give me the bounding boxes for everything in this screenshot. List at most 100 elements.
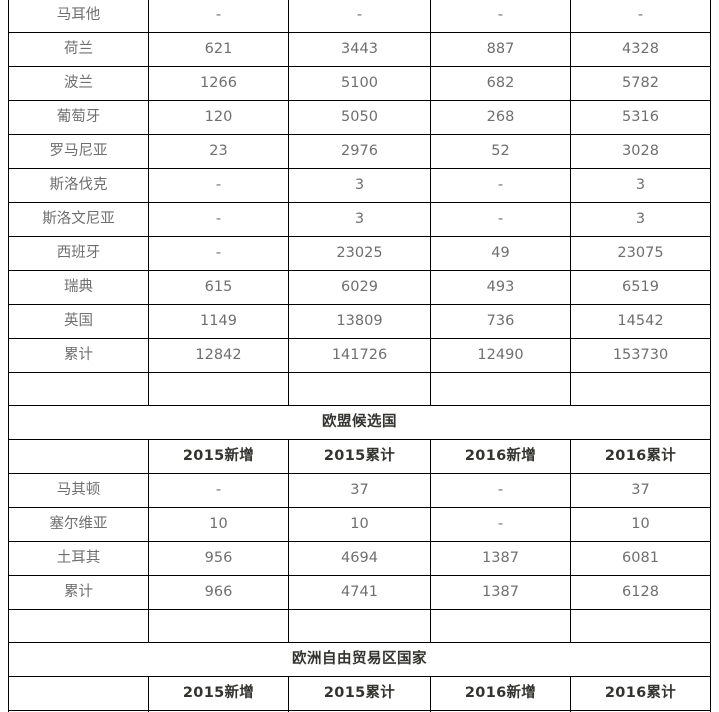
statistics-table: 马耳他 - - - - 荷兰 621 3443 887 4328 波兰 1266 5100 682 5782… [8, 0, 711, 712]
section-title-eu-candidate-countries: 欧盟候选国 [8, 405, 711, 440]
row-label-eu-member-states-tail: 斯洛文尼亚 [8, 202, 149, 237]
cell-value: 23025 [288, 236, 431, 271]
cell-value: 37 [570, 473, 711, 508]
cell-value: 956 [148, 541, 289, 576]
column-header: 2015累计 [288, 676, 431, 711]
cell-value: 3 [288, 202, 431, 237]
cell-value: 5316 [570, 100, 711, 135]
empty-cell [570, 609, 711, 643]
table-row: 斯洛文尼亚 -3-3 [8, 202, 711, 237]
cell-value: 6081 [570, 541, 711, 576]
table-row: 荷兰 621 3443 887 4328 [8, 32, 711, 67]
cell-value: 141726 [288, 338, 431, 373]
table-row: 累计 12842 141726 12490 153730 [8, 338, 711, 373]
header-corner [8, 439, 149, 474]
table-row: 葡萄牙 120 5050 268 5316 [8, 100, 711, 135]
cell-value: 615 [148, 270, 289, 305]
cell-value: 621 [148, 32, 289, 67]
cell-value: 4741 [288, 575, 431, 610]
cell-value: 1387 [430, 541, 571, 576]
cell-value: 682 [430, 66, 571, 101]
cell-value: 52 [430, 134, 571, 169]
cell-value: 13809 [288, 304, 431, 339]
row-label-eu-member-states-tail: 罗马尼亚 [8, 134, 149, 169]
empty-cell [148, 372, 289, 406]
cell-value: - [430, 507, 571, 542]
cell-value: 2976 [288, 134, 431, 169]
row-label-eu-member-states-tail: 马耳他 [8, 0, 149, 33]
cell-value: 4328 [570, 32, 711, 67]
cell-value: 12842 [148, 338, 289, 373]
cell-value: 23 [148, 134, 289, 169]
section-title-row: 欧洲自由贸易区国家 [8, 642, 711, 677]
table-row: 斯洛伐克 -3-3 [8, 168, 711, 203]
cell-value: 23075 [570, 236, 711, 271]
column-header-row: 2015新增 2015累计 2016新增 2016累计 [8, 676, 711, 711]
spacer-row [8, 609, 711, 643]
cell-value: - [430, 0, 571, 33]
cell-value: 3 [288, 168, 431, 203]
cell-value: 3 [570, 168, 711, 203]
section-title-row: 欧盟候选国 [8, 405, 711, 440]
column-header: 2015新增 [148, 439, 289, 474]
cell-value: - [148, 473, 289, 508]
cell-value: 14542 [570, 304, 711, 339]
header-corner [8, 676, 149, 711]
empty-cell [570, 372, 711, 406]
cell-value: 493 [430, 270, 571, 305]
cell-value: 887 [430, 32, 571, 67]
section-title-efta-countries: 欧洲自由贸易区国家 [8, 642, 711, 677]
column-header: 2015累计 [288, 439, 431, 474]
cell-value: 6128 [570, 575, 711, 610]
cell-value: 12490 [430, 338, 571, 373]
row-label-eu-member-states-tail: 波兰 [8, 66, 149, 101]
cell-value: 3 [570, 202, 711, 237]
cell-value: - [148, 168, 289, 203]
cell-value: 153730 [570, 338, 711, 373]
table-row: 瑞典 615 6029 493 6519 [8, 270, 711, 305]
cell-value: 3443 [288, 32, 431, 67]
cell-value: - [430, 168, 571, 203]
cell-value: 3 [570, 710, 711, 712]
table-body: 马耳他 - - - - 荷兰 621 3443 887 4328 波兰 1266 5100 682 5782… [8, 0, 711, 712]
cell-value: 10 [288, 507, 431, 542]
cell-value: 966 [148, 575, 289, 610]
cell-value: 6029 [288, 270, 431, 305]
cell-value: - [148, 236, 289, 271]
row-label-eu-member-states-tail: 荷兰 [8, 32, 149, 67]
table-row: 罗马尼亚 23 2976 52 3028 [8, 134, 711, 169]
spacer-row [8, 372, 711, 406]
column-header: 2016累计 [570, 676, 711, 711]
row-label-eu-candidate-countries: 塞尔维亚 [8, 507, 149, 542]
row-label-eu-member-states-tail: 瑞典 [8, 270, 149, 305]
empty-cell [430, 609, 571, 643]
table-row: 土耳其 956 4694 1387 6081 [8, 541, 711, 576]
cell-value: - [570, 0, 711, 33]
column-header: 2016新增 [430, 439, 571, 474]
cell-value: - [148, 0, 289, 33]
cell-value: 6519 [570, 270, 711, 305]
cell-value: - [288, 0, 431, 33]
empty-cell [288, 372, 431, 406]
cell-value: - [430, 202, 571, 237]
cell-value: 5050 [288, 100, 431, 135]
cell-value: - [430, 473, 571, 508]
empty-cell [8, 372, 149, 406]
table-row: 马耳他 - - - - [8, 0, 711, 33]
table-row: 累计 966 4741 1387 6128 [8, 575, 711, 610]
cell-value: - [148, 202, 289, 237]
cell-value: 4694 [288, 541, 431, 576]
table-row: 塞尔维亚 10 10-10 [8, 507, 711, 542]
cell-value: 268 [430, 100, 571, 135]
cell-value: 3028 [570, 134, 711, 169]
row-label-eu-candidate-countries: 土耳其 [8, 541, 149, 576]
table-row: 波兰 1266 5100 682 5782 [8, 66, 711, 101]
row-label-eu-member-states-tail: 斯洛伐克 [8, 168, 149, 203]
table-row: 西班牙 -23025 49 23075 [8, 236, 711, 271]
row-label-eu-member-states-tail: 西班牙 [8, 236, 149, 271]
column-header: 2015新增 [148, 676, 289, 711]
empty-cell [8, 609, 149, 643]
row-label-eu-member-states-tail: 葡萄牙 [8, 100, 149, 135]
cell-value: 120 [148, 100, 289, 135]
cell-value: 49 [430, 236, 571, 271]
